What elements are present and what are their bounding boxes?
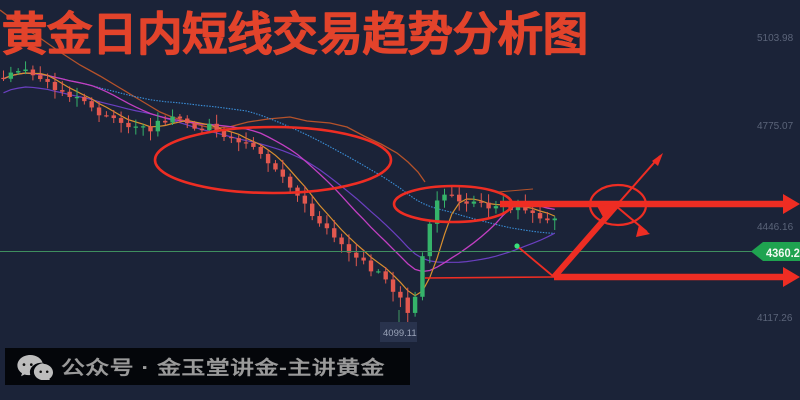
svg-text:4775.07: 4775.07 (757, 121, 794, 132)
svg-text:4099.11: 4099.11 (383, 328, 417, 339)
svg-text:4117.26: 4117.26 (757, 313, 793, 324)
svg-text:4446.16: 4446.16 (757, 222, 794, 233)
svg-text:4360.20: 4360.20 (766, 246, 800, 260)
svg-text:5103.98: 5103.98 (757, 33, 794, 44)
